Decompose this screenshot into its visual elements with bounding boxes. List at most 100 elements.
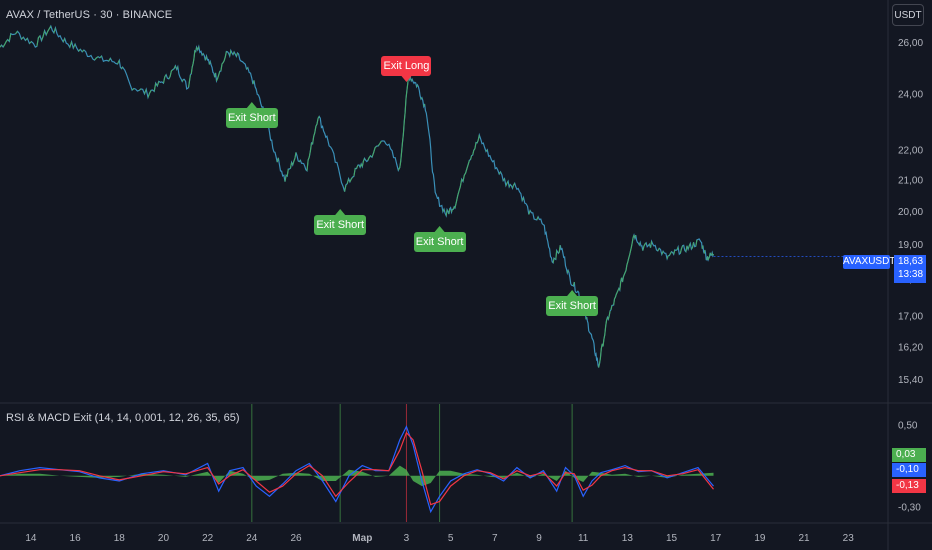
price-up-segment — [416, 84, 418, 87]
price-up-segment — [470, 155, 473, 160]
price-up-segment — [623, 272, 626, 275]
price-up-segment — [706, 256, 709, 260]
macd-value-label: -0,10 — [892, 463, 926, 477]
price-up-segment — [629, 251, 631, 256]
price-up-segment — [566, 270, 569, 274]
price-up-segment — [617, 288, 620, 291]
price-up-segment — [669, 251, 672, 254]
price-up-segment — [406, 83, 409, 91]
price-up-segment — [224, 51, 227, 57]
price-up-segment — [2, 44, 6, 48]
price-up-segment — [48, 25, 52, 29]
price-up-segment — [368, 155, 371, 159]
exit-short-marker[interactable]: Exit Short — [546, 296, 599, 316]
price-up-segment — [189, 74, 191, 82]
price-up-segment — [692, 242, 695, 248]
price-tick-label: 16,20 — [898, 342, 923, 353]
price-up-segment — [176, 66, 179, 70]
price-up-segment — [313, 132, 316, 137]
time-tick-label: Мар — [352, 533, 372, 544]
price-up-segment — [405, 90, 408, 99]
exit-long-marker[interactable]: Exit Long — [381, 56, 432, 76]
price-up-segment — [217, 74, 220, 79]
price-tick-label: 20,00 — [898, 207, 923, 218]
price-up-segment — [631, 237, 634, 244]
price-up-segment — [374, 145, 377, 149]
price-up-segment — [131, 88, 135, 91]
signal-value-label: -0,13 — [892, 479, 926, 493]
currency-button[interactable]: USDT — [892, 4, 924, 26]
price-up-segment — [657, 248, 660, 252]
time-tick-label: 26 — [290, 533, 302, 544]
price-up-segment — [708, 256, 710, 259]
price-up-segment — [190, 67, 193, 74]
time-tick-label: 22 — [202, 533, 214, 544]
price-up-segment — [156, 81, 160, 87]
price-up-segment — [162, 76, 166, 84]
price-up-segment — [485, 149, 488, 152]
time-tick-label: 7 — [492, 533, 498, 544]
price-up-segment — [673, 249, 676, 255]
price-up-segment — [220, 63, 223, 72]
price-up-segment — [599, 348, 602, 359]
symbol-title[interactable]: AVAX / TetherUS · 30 · BINANCE — [6, 9, 173, 21]
price-up-segment — [558, 245, 561, 253]
price-up-segment — [423, 103, 426, 107]
exit-short-marker[interactable]: Exit Short — [225, 108, 278, 128]
price-up-segment — [138, 88, 142, 91]
price-up-segment — [603, 334, 606, 340]
time-tick-label: 15 — [666, 533, 678, 544]
price-up-segment — [632, 234, 635, 238]
price-up-segment — [15, 31, 18, 35]
indicator-title[interactable]: RSI & MACD Exit (14, 14, 0,001, 12, 26, … — [6, 412, 240, 424]
price-up-segment — [474, 142, 477, 149]
price-up-segment — [397, 167, 401, 171]
last-price-value: 18,63 — [898, 256, 924, 267]
price-up-segment — [293, 158, 296, 162]
price-up-segment — [608, 310, 611, 316]
indicator-tick-label: -0,30 — [898, 503, 921, 514]
price-up-segment — [94, 57, 97, 61]
symbol-price-label: AVAXUSDT — [843, 255, 896, 269]
price-up-segment — [628, 254, 631, 259]
price-up-segment — [216, 78, 219, 82]
price-up-segment — [703, 249, 706, 254]
price-up-segment — [204, 56, 208, 61]
price-up-segment — [208, 61, 211, 65]
price-up-segment — [41, 36, 44, 41]
price-up-segment — [121, 66, 124, 69]
price-up-segment — [153, 83, 157, 92]
price-up-segment — [685, 245, 688, 252]
price-up-segment — [221, 62, 224, 65]
price-up-segment — [223, 56, 226, 61]
price-up-segment — [585, 316, 588, 320]
price-up-segment — [168, 76, 171, 80]
price-up-segment — [467, 160, 470, 165]
price-up-segment — [463, 172, 467, 176]
exit-short-marker[interactable]: Exit Short — [413, 232, 466, 252]
price-up-segment — [688, 243, 691, 247]
price-up-segment — [38, 35, 41, 39]
price-up-segment — [647, 243, 650, 246]
price-up-segment — [246, 67, 249, 70]
price-up-segment — [613, 298, 616, 306]
price-up-segment — [403, 112, 406, 123]
price-up-segment — [404, 98, 407, 113]
price-up-segment — [712, 253, 714, 256]
price-up-segment — [614, 296, 616, 300]
price-up-segment — [276, 157, 279, 163]
price-up-segment — [650, 241, 653, 248]
price-up-segment — [235, 52, 238, 57]
time-tick-label: 19 — [754, 533, 766, 544]
price-up-segment — [508, 184, 511, 188]
price-up-segment — [78, 48, 81, 52]
price-up-segment — [4, 41, 7, 45]
price-up-segment — [409, 77, 411, 80]
price-up-segment — [622, 274, 625, 277]
price-up-segment — [214, 72, 217, 78]
exit-short-marker[interactable]: Exit Short — [314, 215, 367, 235]
price-up-segment — [615, 292, 618, 295]
price-up-segment — [536, 216, 539, 221]
